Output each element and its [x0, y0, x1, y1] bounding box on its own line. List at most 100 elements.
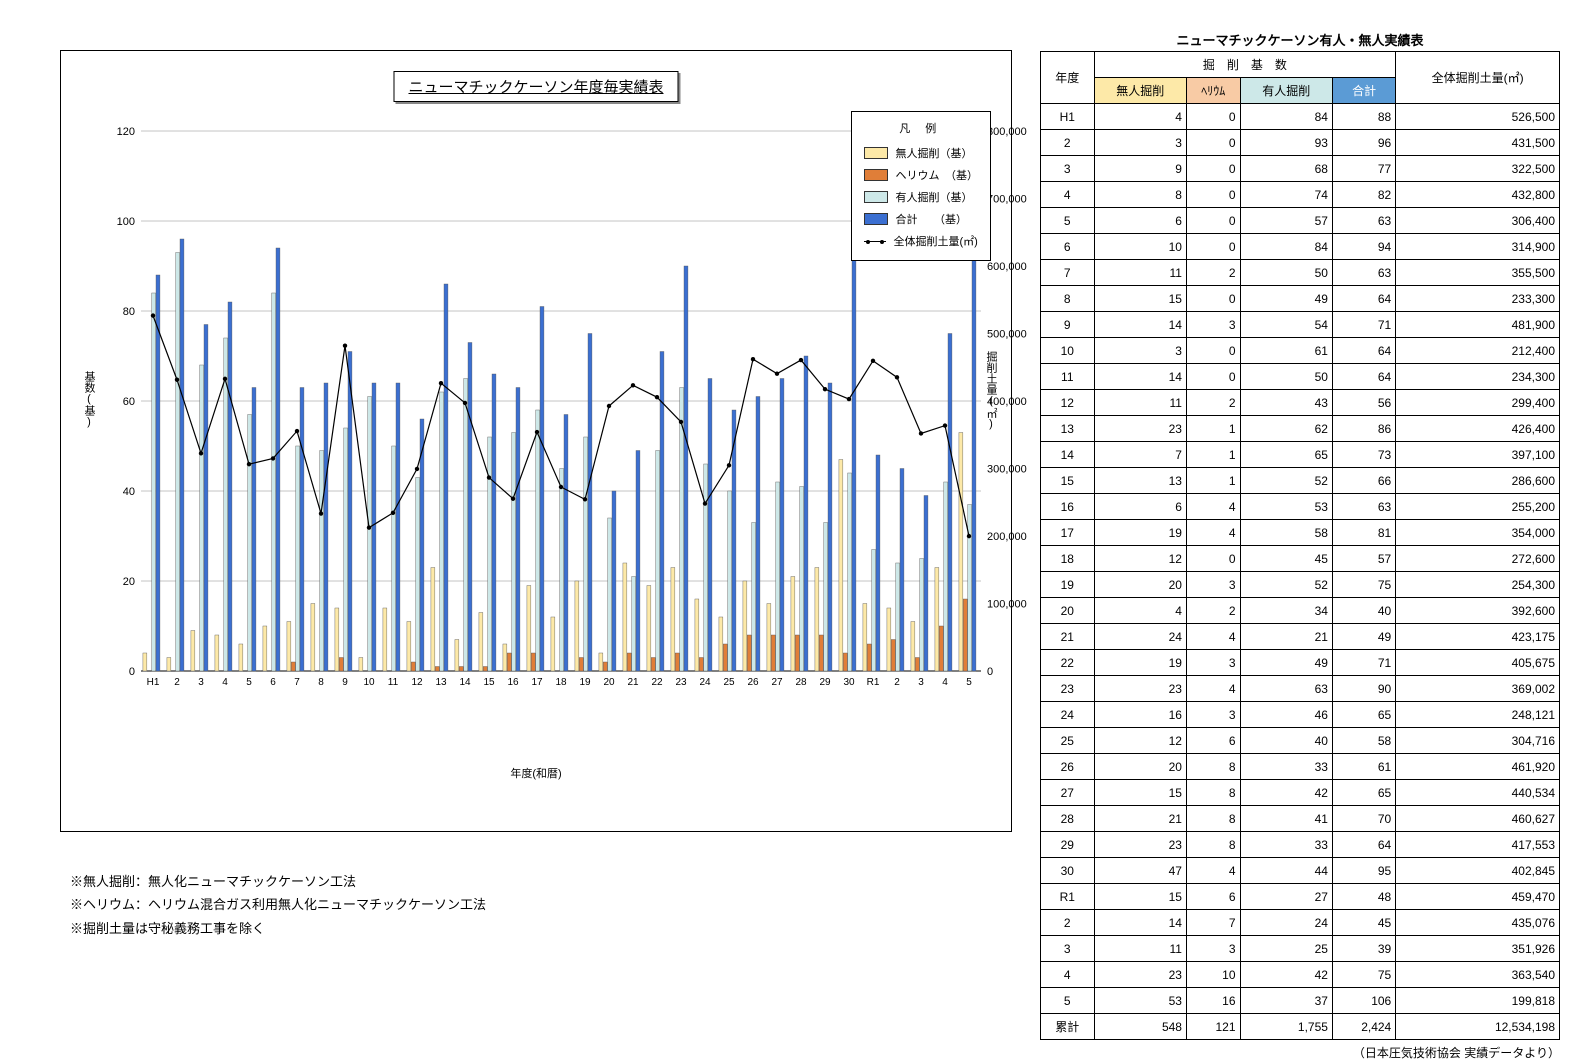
svg-text:26: 26	[747, 677, 759, 688]
legend-item: 全体掘削土量(㎡)	[864, 230, 979, 252]
svg-text:8: 8	[318, 677, 324, 688]
svg-text:29: 29	[819, 677, 831, 688]
legend-item: ヘリウム （基）	[864, 164, 979, 186]
svg-text:0: 0	[987, 666, 993, 678]
footnotes: ※無人掘削：無人化ニューマチックケーソン工法※ヘリウム：ヘリウム混合ガス利用無人…	[70, 870, 486, 940]
svg-text:10: 10	[363, 677, 375, 688]
table-row: 21472445435,076	[1041, 910, 1560, 936]
table-row: 241634665248,121	[1041, 702, 1560, 728]
footnote-line: ※無人掘削：無人化ニューマチックケーソン工法	[70, 870, 486, 893]
table-row: 4807482432,800	[1041, 182, 1560, 208]
x-axis-label: 年度(和暦)	[510, 765, 561, 781]
footnote-line: ※掘削土量は守秘義務工事を除く	[70, 917, 486, 940]
svg-text:20: 20	[123, 576, 135, 588]
legend-item: 無人掘削（基）	[864, 142, 979, 164]
svg-text:R1: R1	[867, 677, 880, 688]
svg-text:H1: H1	[147, 677, 160, 688]
chart-panel: ニューマチックケーソン年度毎実績表 凡 例 無人掘削（基）ヘリウム （基）有人掘…	[60, 50, 1012, 832]
svg-text:500,000: 500,000	[987, 329, 1027, 341]
svg-text:27: 27	[771, 677, 783, 688]
svg-text:9: 9	[342, 677, 348, 688]
svg-text:15: 15	[483, 677, 495, 688]
table-title: ニューマチックケーソン有人・無人実績表	[1040, 30, 1560, 49]
table-row: 31132539351,926	[1041, 936, 1560, 962]
table-row: 212442149423,175	[1041, 624, 1560, 650]
table-row: 282184170460,627	[1041, 806, 1560, 832]
data-table-panel: ニューマチックケーソン有人・無人実績表 年度掘 削 基 数全体掘削土量(㎡)無人…	[1040, 30, 1560, 1061]
table-row: 181204557272,600	[1041, 546, 1560, 572]
svg-text:22: 22	[651, 677, 663, 688]
svg-text:16: 16	[507, 677, 519, 688]
footnote-line: ※ヘリウム：ヘリウム混合ガス利用無人化ニューマチックケーソン工法	[70, 893, 486, 916]
table-row: 16645363255,200	[1041, 494, 1560, 520]
svg-text:800,000: 800,000	[987, 126, 1027, 138]
svg-text:600,000: 600,000	[987, 261, 1027, 273]
table-row: 192035275254,300	[1041, 572, 1560, 598]
svg-text:20: 20	[603, 677, 615, 688]
svg-text:21: 21	[627, 677, 639, 688]
svg-text:2: 2	[174, 677, 180, 688]
svg-text:60: 60	[123, 396, 135, 408]
svg-text:400,000: 400,000	[987, 396, 1027, 408]
svg-text:700,000: 700,000	[987, 194, 1027, 206]
svg-text:24: 24	[699, 677, 711, 688]
svg-text:100,000: 100,000	[987, 599, 1027, 611]
svg-text:3: 3	[918, 677, 924, 688]
table-row: 221934971405,675	[1041, 650, 1560, 676]
svg-text:0: 0	[129, 666, 135, 678]
svg-text:28: 28	[795, 677, 807, 688]
table-row: 3906877322,500	[1041, 156, 1560, 182]
table-row: 151315266286,600	[1041, 468, 1560, 494]
svg-text:2: 2	[894, 677, 900, 688]
svg-text:5: 5	[966, 677, 972, 688]
table-row: 262083361461,920	[1041, 754, 1560, 780]
svg-text:14: 14	[459, 677, 471, 688]
table-row: H1408488526,500	[1041, 104, 1560, 130]
table-row: 14716573397,100	[1041, 442, 1560, 468]
svg-text:12: 12	[411, 677, 423, 688]
data-table: 年度掘 削 基 数全体掘削土量(㎡)無人掘削ﾍﾘｳﾑ有人掘削合計 H140848…	[1040, 51, 1560, 1040]
svg-text:23: 23	[675, 677, 687, 688]
svg-text:4: 4	[942, 677, 948, 688]
legend-title: 凡 例	[864, 120, 979, 136]
svg-text:3: 3	[198, 677, 204, 688]
legend-item: 有人掘削（基）	[864, 186, 979, 208]
svg-text:200,000: 200,000	[987, 531, 1027, 543]
y-right-label: 掘削土量(㎡)	[983, 351, 999, 430]
svg-text:120: 120	[117, 126, 135, 138]
table-row: 20423440392,600	[1041, 598, 1560, 624]
svg-text:18: 18	[555, 677, 567, 688]
chart-title: ニューマチックケーソン年度毎実績表	[393, 71, 678, 102]
svg-text:17: 17	[531, 677, 543, 688]
svg-text:40: 40	[123, 486, 135, 498]
svg-text:80: 80	[123, 306, 135, 318]
table-row: 232346390369,002	[1041, 676, 1560, 702]
svg-text:100: 100	[117, 216, 135, 228]
svg-text:5: 5	[246, 677, 252, 688]
svg-text:7: 7	[294, 677, 300, 688]
table-row: R11562748459,470	[1041, 884, 1560, 910]
svg-text:300,000: 300,000	[987, 464, 1027, 476]
svg-text:6: 6	[270, 677, 276, 688]
legend: 凡 例 無人掘削（基）ヘリウム （基）有人掘削（基）合計 （基）全体掘削土量(㎡…	[851, 111, 992, 261]
table-row: 81504964233,300	[1041, 286, 1560, 312]
table-row: 271584265440,534	[1041, 780, 1560, 806]
table-row: 10306164212,400	[1041, 338, 1560, 364]
table-row: 2309396431,500	[1041, 130, 1560, 156]
svg-text:11: 11	[388, 677, 399, 688]
table-footer: （日本圧気技術協会 実績データより）	[1040, 1044, 1560, 1061]
table-row: 5605763306,400	[1041, 208, 1560, 234]
table-totals-row: 累計5481211,7552,42412,534,198	[1041, 1014, 1560, 1040]
table-row: 121124356299,400	[1041, 390, 1560, 416]
table-row: 5531637106199,818	[1041, 988, 1560, 1014]
table-row: 304744495402,845	[1041, 858, 1560, 884]
svg-text:19: 19	[579, 677, 591, 688]
legend-item: 合計 （基）	[864, 208, 979, 230]
table-row: 423104275363,540	[1041, 962, 1560, 988]
table-row: 91435471481,900	[1041, 312, 1560, 338]
table-row: 61008494314,900	[1041, 234, 1560, 260]
svg-text:13: 13	[435, 677, 447, 688]
svg-text:25: 25	[723, 677, 735, 688]
table-row: 171945881354,000	[1041, 520, 1560, 546]
table-row: 132316286426,400	[1041, 416, 1560, 442]
